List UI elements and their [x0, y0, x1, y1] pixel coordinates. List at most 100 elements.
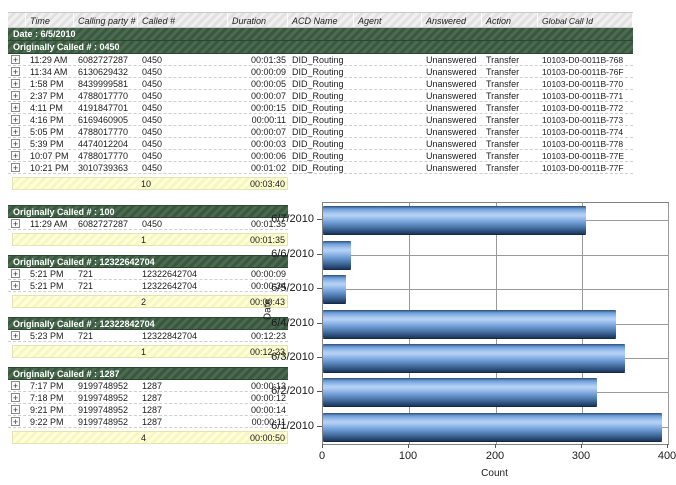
cell-action: Transfer: [482, 150, 538, 161]
cell-gid: 10103-D0-0011B-76F: [538, 66, 633, 77]
col-header-action[interactable]: Action: [482, 13, 538, 27]
expand-row-icon[interactable]: +: [11, 127, 20, 136]
cell-gid: 10103-D0-0011B-778: [538, 138, 633, 149]
cell-gid: 10103-D0-0011B-77F: [538, 162, 633, 173]
chart-plot-area: [322, 202, 669, 445]
x-tick-label: 200: [486, 450, 504, 462]
cell-duration: 00:00:03: [228, 138, 288, 149]
group-header-band: Originally Called # : 1287: [8, 367, 288, 380]
expand-row-icon[interactable]: +: [11, 151, 20, 160]
cell-called: 0450: [138, 162, 228, 173]
cell-acd: DID_Routing: [288, 78, 354, 89]
expand-row-icon[interactable]: +: [11, 219, 20, 228]
cell-agent: [354, 54, 422, 65]
expand-row-icon[interactable]: +: [11, 103, 20, 112]
expand-row-icon[interactable]: +: [11, 79, 20, 88]
table-row: +9:22 PM9199748952128700:00:11: [8, 416, 288, 428]
cell-time: 4:11 PM: [26, 102, 74, 113]
expand-row-icon[interactable]: +: [11, 393, 20, 402]
cell-time: 9:21 PM: [26, 404, 74, 415]
x-tick-label: 400: [658, 450, 676, 462]
cell-called: 0450: [138, 54, 228, 65]
group-header-band: Originally Called # : 12322642704: [8, 255, 288, 268]
cell-answered: Unanswered: [422, 114, 482, 125]
group-summary-row: 200:00:43: [12, 295, 288, 308]
col-header-called[interactable]: Called #: [138, 13, 228, 27]
expand-row-icon[interactable]: +: [11, 67, 20, 76]
y-tick-mark: [317, 357, 322, 358]
table-row: +5:21 PM7211232264270400:00:09: [8, 268, 288, 280]
col-header-calling-party[interactable]: Calling party #: [74, 13, 138, 27]
cell-agent: [354, 114, 422, 125]
cell-time: 7:18 PM: [26, 392, 74, 403]
col-header-agent[interactable]: Agent: [354, 13, 422, 27]
group-section: Originally Called # : 12322642704+5:21 P…: [8, 255, 288, 308]
col-header-time[interactable]: Time: [26, 13, 74, 27]
table-row: +4:16 PM6169460905045000:00:11DID_Routin…: [8, 114, 633, 126]
expand-row-icon[interactable]: +: [11, 91, 20, 100]
cell-time: 11:29 AM: [26, 218, 74, 229]
date-group-band: Date : 6/5/2010: [8, 28, 633, 41]
cell-action: Transfer: [482, 90, 538, 101]
cell-calling: 6082727287: [74, 218, 138, 229]
cell-time: 7:17 PM: [26, 380, 74, 391]
group-section: Originally Called # : 100+11:29 AM608272…: [8, 205, 288, 246]
cell-action: Transfer: [482, 54, 538, 65]
col-header-acd-name[interactable]: ACD Name: [288, 13, 354, 27]
cell-calling: 4191847701: [74, 102, 138, 113]
table-row: +4:11 PM4191847701045000:00:15DID_Routin…: [8, 102, 633, 114]
cell-called: 0450: [138, 114, 228, 125]
expand-row-icon[interactable]: +: [11, 381, 20, 390]
group-summary-row: 1000:03:40: [12, 177, 288, 190]
group-header-band: Originally Called # : 100: [8, 205, 288, 218]
gridline-horizontal: [323, 289, 668, 290]
cell-gid: 10103-D0-0011B-768: [538, 54, 633, 65]
y-tick-label: 6/3/2010: [262, 351, 314, 363]
cell-answered: Unanswered: [422, 66, 482, 77]
x-axis-title: Count: [322, 468, 667, 479]
expand-row-icon[interactable]: +: [11, 405, 20, 414]
chart-bar: [323, 378, 597, 406]
expand-row-icon[interactable]: +: [11, 269, 20, 278]
cell-answered: Unanswered: [422, 102, 482, 113]
cell-time: 11:34 AM: [26, 66, 74, 77]
cell-gid: 10103-D0-0011B-771: [538, 90, 633, 101]
cell-called: 0450: [138, 78, 228, 89]
expand-row-icon[interactable]: +: [11, 163, 20, 172]
col-header-global-call-id[interactable]: Global Call Id: [538, 13, 633, 27]
expand-row-icon[interactable]: +: [11, 115, 20, 124]
cell-called: 0450: [138, 218, 228, 229]
expand-row-icon[interactable]: +: [11, 417, 20, 426]
cell-action: Transfer: [482, 138, 538, 149]
summary-count: 4: [141, 432, 146, 445]
cell-called: 1287: [138, 380, 228, 391]
cell-time: 10:07 PM: [26, 150, 74, 161]
cell-calling: 721: [74, 280, 138, 291]
cell-time: 11:29 AM: [26, 54, 74, 65]
cell-calling: 721: [74, 330, 138, 341]
cell-agent: [354, 78, 422, 89]
cell-time: 9:22 PM: [26, 416, 74, 427]
cell-acd: DID_Routing: [288, 162, 354, 173]
group-0450-section: Originally Called # : 0450+11:29 AM60827…: [8, 41, 633, 190]
col-header-answered[interactable]: Answered: [422, 13, 482, 27]
col-header-duration[interactable]: Duration: [228, 13, 288, 27]
cell-answered: Unanswered: [422, 126, 482, 137]
table-row: +5:05 PM4788017770045000:00:07DID_Routin…: [8, 126, 633, 138]
expand-row-icon[interactable]: +: [11, 55, 20, 64]
table-row: +10:07 PM4788017770045000:00:06DID_Routi…: [8, 150, 633, 162]
cell-time: 4:16 PM: [26, 114, 74, 125]
table-row: +11:34 AM6130629432045000:00:09DID_Routi…: [8, 66, 633, 78]
cell-acd: DID_Routing: [288, 102, 354, 113]
cell-agent: [354, 90, 422, 101]
cell-action: Transfer: [482, 114, 538, 125]
expand-row-icon[interactable]: +: [11, 281, 20, 290]
expand-row-icon[interactable]: +: [11, 139, 20, 148]
table-row: +2:37 PM4788017770045000:00:07DID_Routin…: [8, 90, 633, 102]
chart-bar: [323, 275, 346, 303]
cell-time: 5:23 PM: [26, 330, 74, 341]
cell-acd: DID_Routing: [288, 66, 354, 77]
expand-row-icon[interactable]: +: [11, 331, 20, 340]
cell-time: 5:05 PM: [26, 126, 74, 137]
y-tick-label: 6/7/2010: [262, 213, 314, 225]
